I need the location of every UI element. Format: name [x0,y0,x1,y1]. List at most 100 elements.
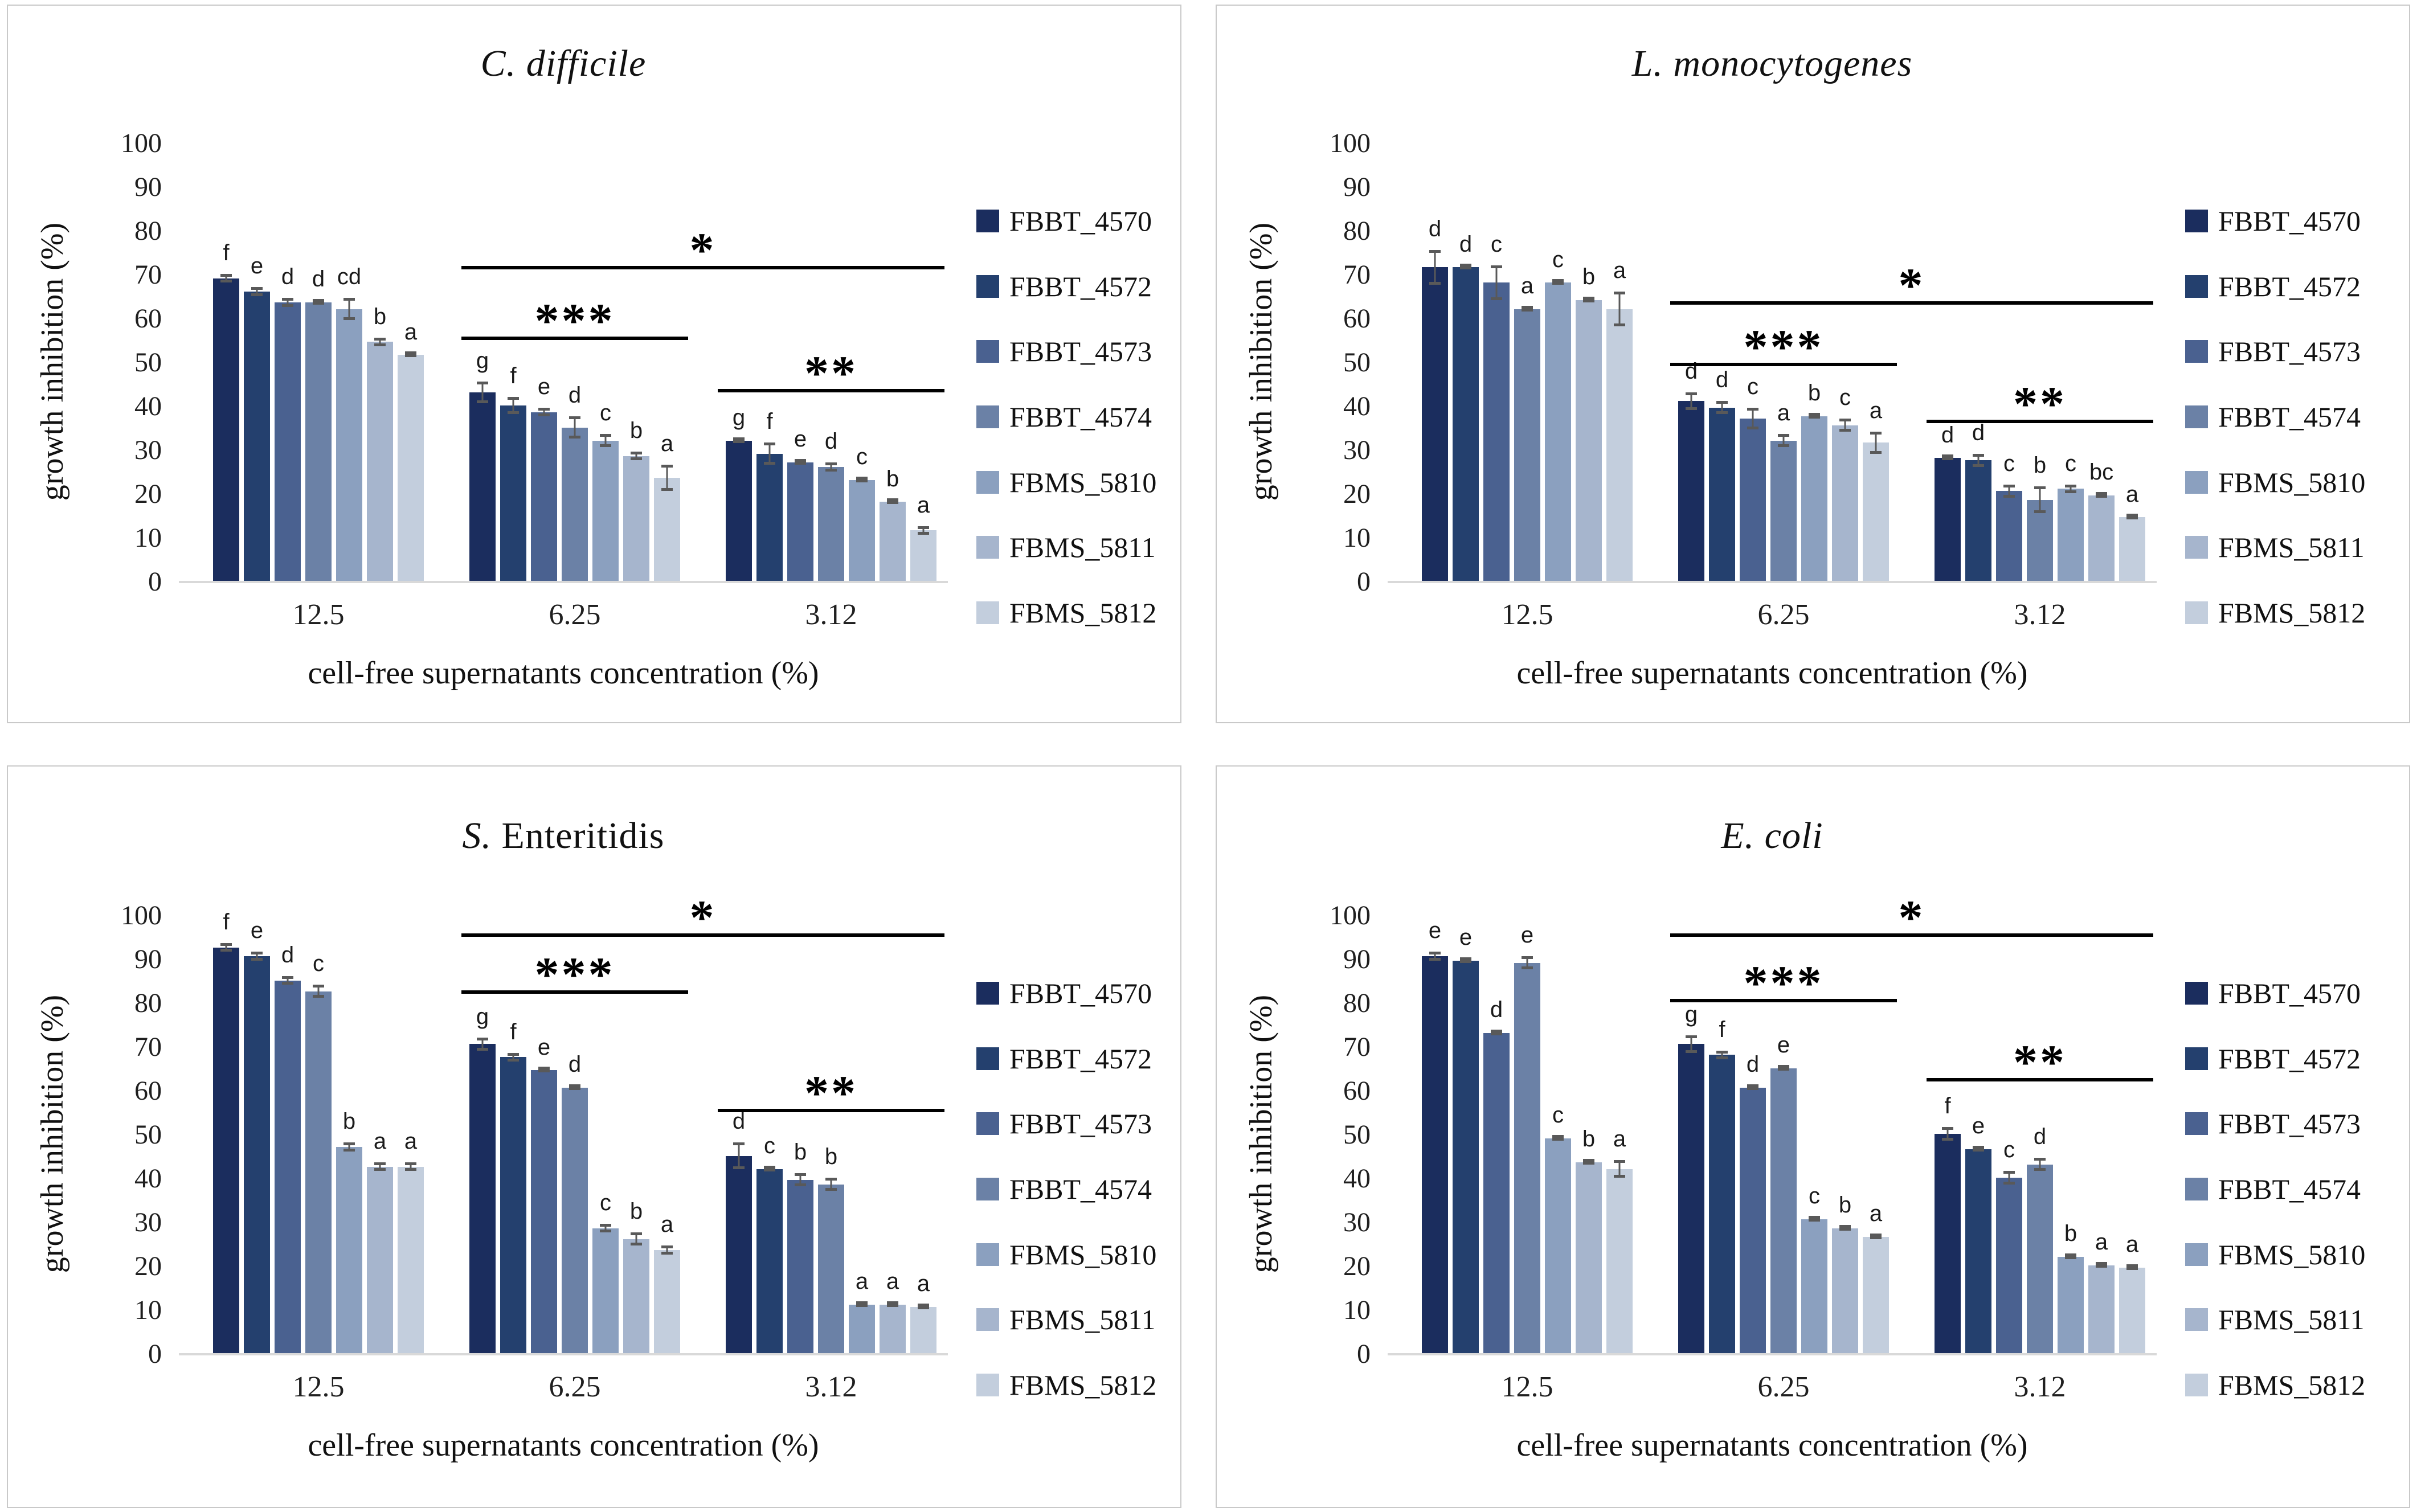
bar-FBBT_4573-3.12 [787,462,813,581]
bar-FBBT_4573-3.12 [787,1179,813,1353]
legend-item: FBBT_4572 [2185,1043,2365,1075]
bar-letter: b [373,304,387,329]
bar-FBMS_5812-3.12 [910,1307,936,1353]
error-bar [1942,1127,1953,1141]
error-bar [405,1162,416,1171]
bar-letter: f [766,409,773,435]
error-bar [600,434,611,448]
bar-FBBT_4574-12.5 [305,302,332,581]
legend-item: FBBT_4573 [2185,335,2365,368]
legend-item: FBBT_4573 [2185,1108,2365,1140]
bar-FBMS_5812-3.12 [2119,1267,2145,1353]
bar-FBMS_5812-3.12 [2119,517,2145,581]
significance-line [1670,301,2153,305]
bar-letter: a [917,492,930,518]
legend-label: FBBT_4574 [2218,1173,2361,1205]
error-bar [2126,514,2138,520]
bar-FBBT_4574-3.12 [2027,1164,2053,1353]
error-bar [2065,484,2076,493]
error-bar [569,416,580,439]
legend: FBBT_4570 FBBT_4572 FBBT_4573 FBBT_4574 FBMS… [2185,977,2365,1401]
chart-title: E. coli [1388,814,2157,858]
legend-swatch [976,536,999,559]
legend-item: FBMS_5812 [2185,1369,2365,1401]
y-tick-label: 50 [1343,347,1371,378]
bar-FBMS_5810-3.12 [849,1305,875,1353]
legend-label: FBBT_4570 [1009,977,1152,1009]
legend-label: FBBT_4573 [2218,335,2361,368]
bar-letter: c [600,400,611,426]
bar-FBMS_5812-12.5 [1606,309,1633,581]
legend-swatch [976,1308,999,1331]
bar-letter: e [537,374,551,399]
error-bar [220,943,232,952]
legend-item: FBMS_5810 [976,1239,1156,1271]
y-tick-label: 100 [121,128,162,158]
error-bar [1491,265,1502,301]
bar-FBMS_5810-12.5 [336,309,362,581]
bar-letter: e [250,918,264,944]
bar-FBBT_4570-12.5 [1422,956,1448,1353]
error-bar [569,1084,580,1091]
bar-FBBT_4570-6.25 [1678,1044,1704,1353]
legend-label: FBMS_5810 [2218,466,2366,498]
bar-letter: c [600,1190,611,1215]
significance-line [1670,362,1897,366]
x-tick-label: 3.12 [2014,1371,2066,1403]
legend-label: FBBT_4572 [2218,270,2361,302]
y-tick-label: 100 [121,900,162,931]
bar-FBMS_5810-3.12 [2058,1256,2084,1353]
bar-FBBT_4572-3.12 [1965,460,1991,581]
bar-letter: c [1747,374,1758,399]
legend-label: FBMS_5810 [1009,466,1157,498]
error-bar [1614,291,1625,327]
bar-letter: a [1520,273,1534,298]
legend-item: FBBT_4573 [976,1108,1156,1140]
error-bar [343,298,355,320]
bar-letter: c [1552,1102,1564,1128]
bar-FBMS_5811-6.25 [623,1239,649,1353]
bar-FBBT_4572-3.12 [756,1169,783,1353]
bar-letter: d [312,267,325,292]
legend-swatch [2185,274,2208,298]
x-axis-label: cell-free supernatants concentration (%) [1516,1428,2028,1463]
legend: FBBT_4570 FBBT_4572 FBBT_4573 FBBT_4574 FBMS… [2185,205,2366,629]
significance-stars: *** [534,946,615,1002]
bar-letter: e [1972,1113,1985,1139]
y-tick-label: 40 [134,391,162,421]
y-tick-label: 10 [1343,523,1371,553]
legend-label: FBMS_5811 [1009,1304,1156,1336]
bar-letter: b [2064,1220,2077,1246]
error-bar [1778,434,1789,448]
error-bar [1522,305,1533,312]
bar-letter: e [1459,925,1473,950]
error-bar [1809,1216,1820,1222]
legend-label: FBBT_4574 [1009,400,1152,433]
y-axis-label: growth inhibition (%) [35,994,70,1273]
y-tick-label: 50 [134,347,162,378]
bar-FBMS_5812-6.25 [654,1250,680,1353]
bar-FBBT_4573-6.25 [531,412,557,581]
error-bar [1460,264,1471,270]
bar-letter: d [1972,420,1985,445]
bar-FBMS_5811-3.12 [2088,1265,2115,1353]
legend-item: FBBT_4570 [976,205,1156,237]
error-bar [2126,1264,2138,1270]
legend-label: FBMS_5811 [2218,1304,2365,1336]
bar-FBMS_5810-6.25 [1801,416,1827,581]
bar-letter: c [1552,247,1564,272]
error-bar [887,1301,898,1308]
bar-letter: d [568,383,582,408]
y-tick-label: 30 [134,435,162,465]
significance-line [718,388,944,392]
plot-area: f e d d cd b a g f e d c b a g f e d c b a * *** ** [179,142,948,583]
chart-title: C. difficile [179,42,948,85]
bar-FBBT_4574-12.5 [305,991,332,1353]
error-bar [631,451,642,461]
legend-swatch [2185,405,2208,428]
error-bar [508,396,519,415]
legend-item: FBMS_5812 [976,597,1156,629]
bar-FBBT_4570-3.12 [1935,1134,1961,1353]
bar-FBBT_4574-12.5 [1514,309,1540,581]
y-tick-label: 60 [134,1076,162,1106]
